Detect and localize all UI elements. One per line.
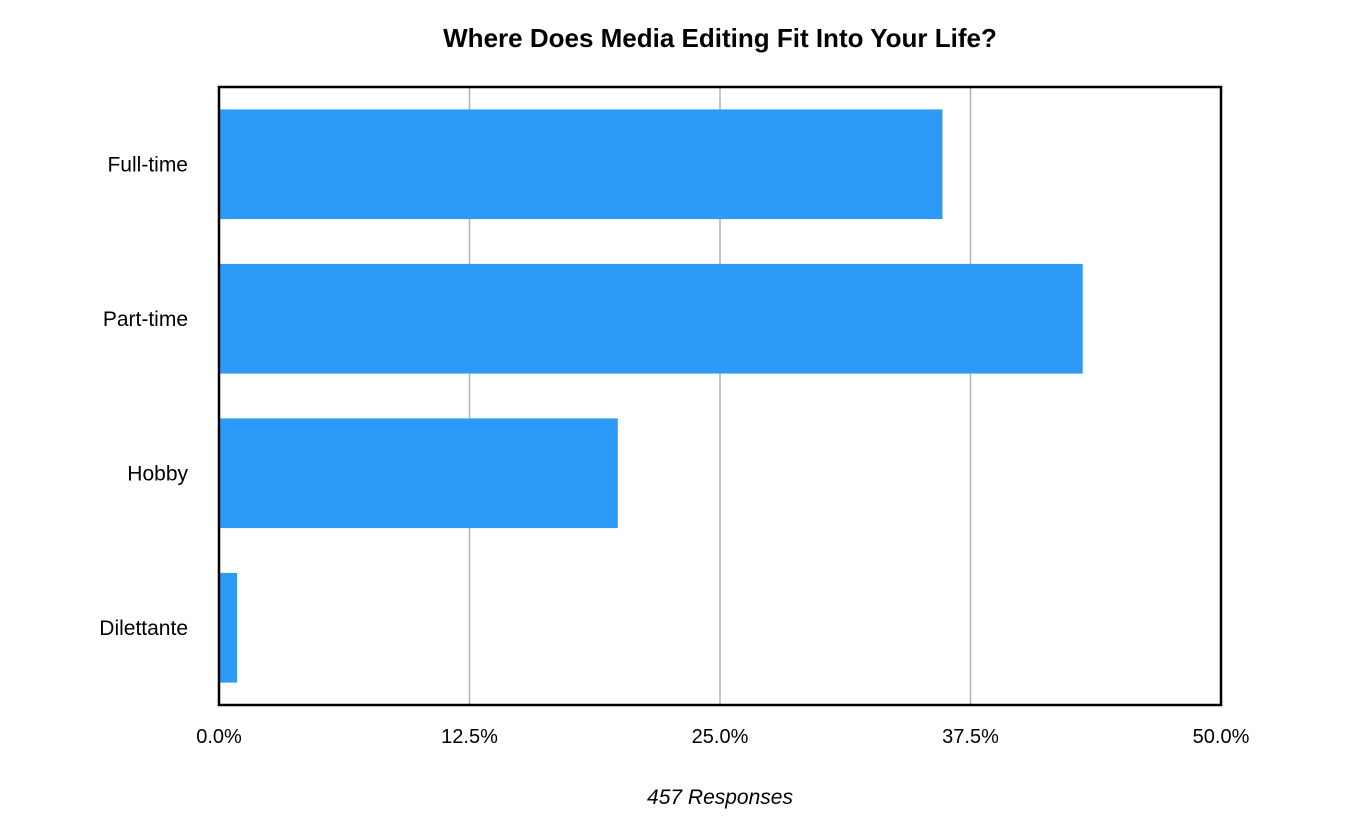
x-tick-labels: 0.0% 12.5% 25.0% 37.5% 50.0% (196, 726, 1249, 748)
x-tick-label: 25.0% (692, 726, 749, 748)
bar-dilettante (219, 572, 238, 683)
category-labels: Full-time Part-time Hobby Dilettante (99, 153, 188, 640)
x-tick-label: 50.0% (1193, 726, 1250, 748)
category-label: Dilettante (99, 617, 188, 640)
category-label: Full-time (107, 153, 188, 176)
plot-frame (217, 85, 1223, 707)
x-tick-label: 12.5% (441, 726, 498, 748)
bars (219, 109, 1083, 683)
bar-full-time (219, 109, 943, 220)
category-label: Hobby (127, 462, 188, 485)
bar-part-time (219, 263, 1083, 374)
bar-hobby (219, 418, 618, 529)
chart-title: Where Does Media Editing Fit Into Your L… (443, 23, 997, 53)
x-tick-label: 0.0% (196, 726, 242, 748)
x-tick-label: 37.5% (942, 726, 999, 748)
category-label: Part-time (103, 308, 188, 331)
x-axis-label: 457 Responses (647, 786, 793, 809)
